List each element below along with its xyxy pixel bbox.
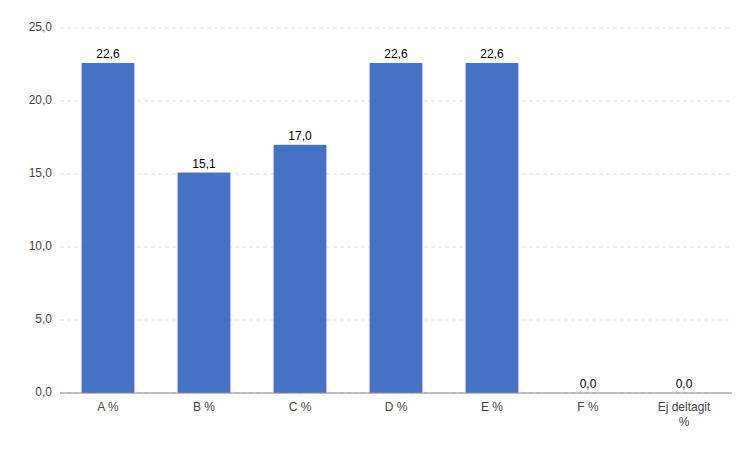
- chart-container: 0,05,010,015,020,025,022,615,117,022,622…: [0, 0, 752, 451]
- y-tick-label: 10,0: [29, 239, 53, 253]
- x-tick-label: F %: [577, 400, 599, 414]
- y-grid: [60, 28, 732, 393]
- y-tick-label: 20,0: [29, 93, 53, 107]
- x-axis-line: [60, 393, 732, 394]
- y-tick-label: 15,0: [29, 166, 53, 180]
- bars: [82, 63, 519, 393]
- y-tick-labels: 0,0 5,0 10,0 15,0 20,0 25,0: [29, 20, 53, 399]
- data-label: 22,6: [384, 47, 408, 61]
- bar: [178, 173, 231, 393]
- grid-line: [60, 393, 732, 394]
- bar: [466, 63, 519, 393]
- bar: [274, 145, 327, 393]
- y-tick-label: 25,0: [29, 20, 53, 34]
- x-tick-labels: A % B % C % D % E % F % Ej deltagit%: [97, 400, 711, 429]
- y-tick-label: 5,0: [35, 312, 52, 326]
- bar: [370, 63, 423, 393]
- bar: [82, 63, 135, 393]
- x-tick-label: B %: [193, 400, 215, 414]
- chart-svg: 0,05,010,015,020,025,022,615,117,022,622…: [0, 0, 752, 451]
- data-label: 0,0: [676, 377, 693, 391]
- grid-line: [60, 28, 732, 29]
- x-tick-label: C %: [289, 400, 312, 414]
- data-label: 22,6: [96, 47, 120, 61]
- y-tick-label: 0,0: [35, 385, 52, 399]
- data-label: 15,1: [192, 157, 216, 171]
- x-tick-label: A %: [97, 400, 119, 414]
- data-label: 0,0: [580, 377, 597, 391]
- data-label: 17,0: [288, 129, 312, 143]
- data-labels: 22,6 15,1 17,0 22,6 22,6 0,0 0,0: [96, 47, 692, 391]
- x-tick-label: Ej deltagit%: [658, 400, 711, 429]
- data-label: 22,6: [480, 47, 504, 61]
- x-tick-label: E %: [481, 400, 503, 414]
- x-tick-label: D %: [385, 400, 408, 414]
